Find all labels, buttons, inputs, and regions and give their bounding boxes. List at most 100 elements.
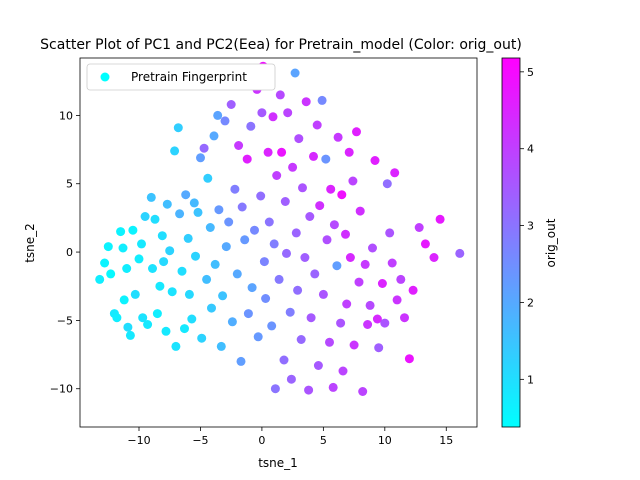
scatter-point xyxy=(264,217,274,227)
scatter-point xyxy=(130,289,140,299)
scatter-point xyxy=(207,303,216,313)
y-tick-label: −5 xyxy=(57,314,73,327)
scatter-point xyxy=(199,143,209,153)
chart-title: Scatter Plot of PC1 and PC2(Eea) for Pre… xyxy=(40,37,522,53)
scatter-point xyxy=(165,246,175,256)
scatter-point xyxy=(193,207,203,217)
scatter-point xyxy=(435,214,445,224)
scatter-point xyxy=(337,190,347,200)
scatter-point xyxy=(280,197,290,206)
scatter-point xyxy=(288,162,298,172)
colorbar-label: orig_out xyxy=(544,218,558,267)
scatter-point xyxy=(341,229,350,239)
scatter-point xyxy=(272,171,282,180)
scatter-point xyxy=(306,313,316,323)
scatter-point xyxy=(218,291,228,301)
scatter-point xyxy=(247,283,257,293)
scatter-point xyxy=(290,68,300,78)
scatter-point xyxy=(220,116,230,126)
scatter-point xyxy=(128,225,138,235)
y-tick-label: 5 xyxy=(66,178,73,191)
scatter-point xyxy=(243,309,253,319)
scatter-point xyxy=(277,147,287,157)
scatter-point xyxy=(358,387,368,396)
colorbar: 1 2 3 4 5 orig_out xyxy=(501,57,558,428)
scatter-point xyxy=(279,355,289,365)
scatter-point xyxy=(237,202,247,212)
scatter-point xyxy=(137,239,146,249)
scatter-point xyxy=(305,212,315,221)
scatter-point xyxy=(310,269,320,279)
scatter-point xyxy=(267,321,277,331)
plot-frame xyxy=(79,57,478,428)
scatter-point xyxy=(171,341,181,351)
scatter-point xyxy=(203,173,213,183)
scatter-point xyxy=(214,205,224,215)
legend-marker xyxy=(100,72,110,82)
scatter-point xyxy=(332,261,342,271)
y-axis-ticks: −10 −5 0 5 10 xyxy=(50,109,80,396)
scatter-point xyxy=(269,239,279,249)
scatter-point xyxy=(342,299,352,309)
scatter-point xyxy=(365,300,375,310)
scatter-point xyxy=(138,313,148,323)
scatter-point xyxy=(122,264,132,273)
scatter-point xyxy=(242,154,252,164)
scatter-point xyxy=(152,309,162,319)
scatter-point xyxy=(118,243,128,253)
scatter-point xyxy=(318,289,328,299)
scatter-point xyxy=(354,277,364,287)
x-tick-label: 10 xyxy=(378,434,392,447)
y-tick-label: 10 xyxy=(59,109,73,122)
scatter-point xyxy=(400,313,409,323)
x-tick-label: 15 xyxy=(439,434,453,447)
scatter-point xyxy=(372,314,382,324)
scatter-point xyxy=(170,146,180,156)
scatter-point xyxy=(326,184,336,194)
scatter-point xyxy=(283,108,293,118)
scatter-point xyxy=(196,153,205,163)
scatter-point xyxy=(226,100,236,109)
scatter-point xyxy=(155,281,165,291)
x-tick-label: −10 xyxy=(127,434,150,447)
scatter-point xyxy=(377,279,387,288)
scatter-point xyxy=(213,110,223,120)
scatter-point xyxy=(202,274,212,284)
scatter-point xyxy=(183,233,193,243)
scatter-point xyxy=(216,341,226,351)
scatter-point xyxy=(338,366,348,376)
scatter-point xyxy=(257,108,267,118)
scatter-point xyxy=(106,269,116,279)
scatter-point xyxy=(125,330,135,340)
scatter-point xyxy=(159,257,169,267)
x-axis-ticks: −10 −5 0 5 10 15 xyxy=(127,427,453,447)
scatter-point xyxy=(230,184,240,194)
scatter-point xyxy=(321,154,331,164)
colorbar-ticks: 1 2 3 4 5 xyxy=(520,66,534,386)
scatter-point xyxy=(100,258,110,268)
plot-area xyxy=(80,58,477,427)
scatter-point xyxy=(181,190,191,200)
scatter-point xyxy=(336,318,346,328)
scatter-point xyxy=(345,253,355,262)
scatter-point xyxy=(175,209,185,219)
scatter-point xyxy=(95,274,105,284)
scatter-point xyxy=(197,333,207,343)
scatter-point xyxy=(368,243,377,253)
scatter-point xyxy=(328,382,338,392)
scatter-point xyxy=(309,151,318,161)
scatter-point xyxy=(429,253,439,262)
scatter-point xyxy=(103,242,113,252)
scatter-point xyxy=(390,168,400,178)
x-tick-label: 5 xyxy=(320,434,327,447)
scatter-point xyxy=(270,384,280,394)
scatter-point xyxy=(123,322,133,332)
scatter-point xyxy=(313,361,323,370)
scatter-point xyxy=(112,313,122,323)
scatter-point xyxy=(363,320,373,329)
scatter-point xyxy=(322,235,332,245)
scatter-point xyxy=(143,320,153,329)
scatter-point xyxy=(298,183,307,193)
scatter-point xyxy=(325,337,334,347)
scatter-point xyxy=(291,228,301,238)
